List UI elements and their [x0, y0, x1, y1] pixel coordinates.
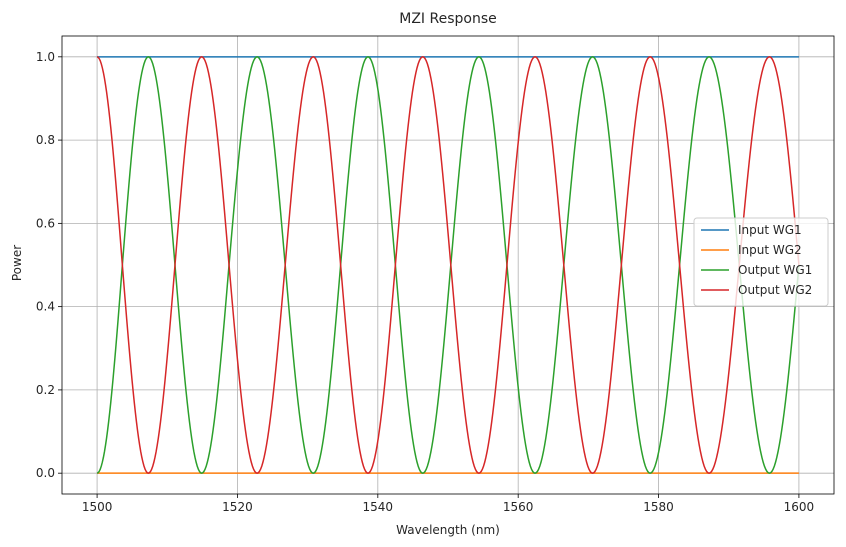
- y-tick-label: 1.0: [36, 50, 55, 64]
- x-tick-label: 1520: [222, 500, 253, 514]
- x-tick-label: 1500: [82, 500, 113, 514]
- y-tick-label: 0.6: [36, 216, 55, 230]
- series-line-output-wg2: [96, 56, 800, 474]
- y-tick-label: 0.8: [36, 133, 55, 147]
- plot-frame: [61, 35, 835, 495]
- x-axis-label: Wavelength (nm): [396, 523, 500, 537]
- series-layer: [96, 56, 800, 474]
- legend-entry-output-wg1: Output WG1: [738, 263, 812, 277]
- legend-box: [693, 217, 829, 307]
- ticks-layer: 1500 1520 1540 1560 1580 1600 0.0 0.2 0.4 0.6 0.8 1…: [36, 50, 814, 514]
- x-tick-label: 1600: [784, 500, 815, 514]
- legend-entry-input-wg1: Input WG1: [738, 223, 802, 237]
- legend: Input WG1 Input WG2 Output WG1 Output WG2: [693, 217, 829, 307]
- y-tick-label: 0.0: [36, 466, 55, 480]
- y-tick-label: 0.4: [36, 300, 55, 314]
- series-line-output-wg1: [96, 56, 800, 474]
- y-tick-label: 0.2: [36, 383, 55, 397]
- x-tick-label: 1580: [643, 500, 674, 514]
- x-tick-label: 1560: [503, 500, 534, 514]
- legend-entry-output-wg2: Output WG2: [738, 283, 812, 297]
- legend-entry-input-wg2: Input WG2: [738, 243, 802, 257]
- x-tick-label: 1540: [363, 500, 394, 514]
- chart-title: MZI Response: [399, 11, 497, 27]
- y-axis-label: Power: [10, 245, 24, 281]
